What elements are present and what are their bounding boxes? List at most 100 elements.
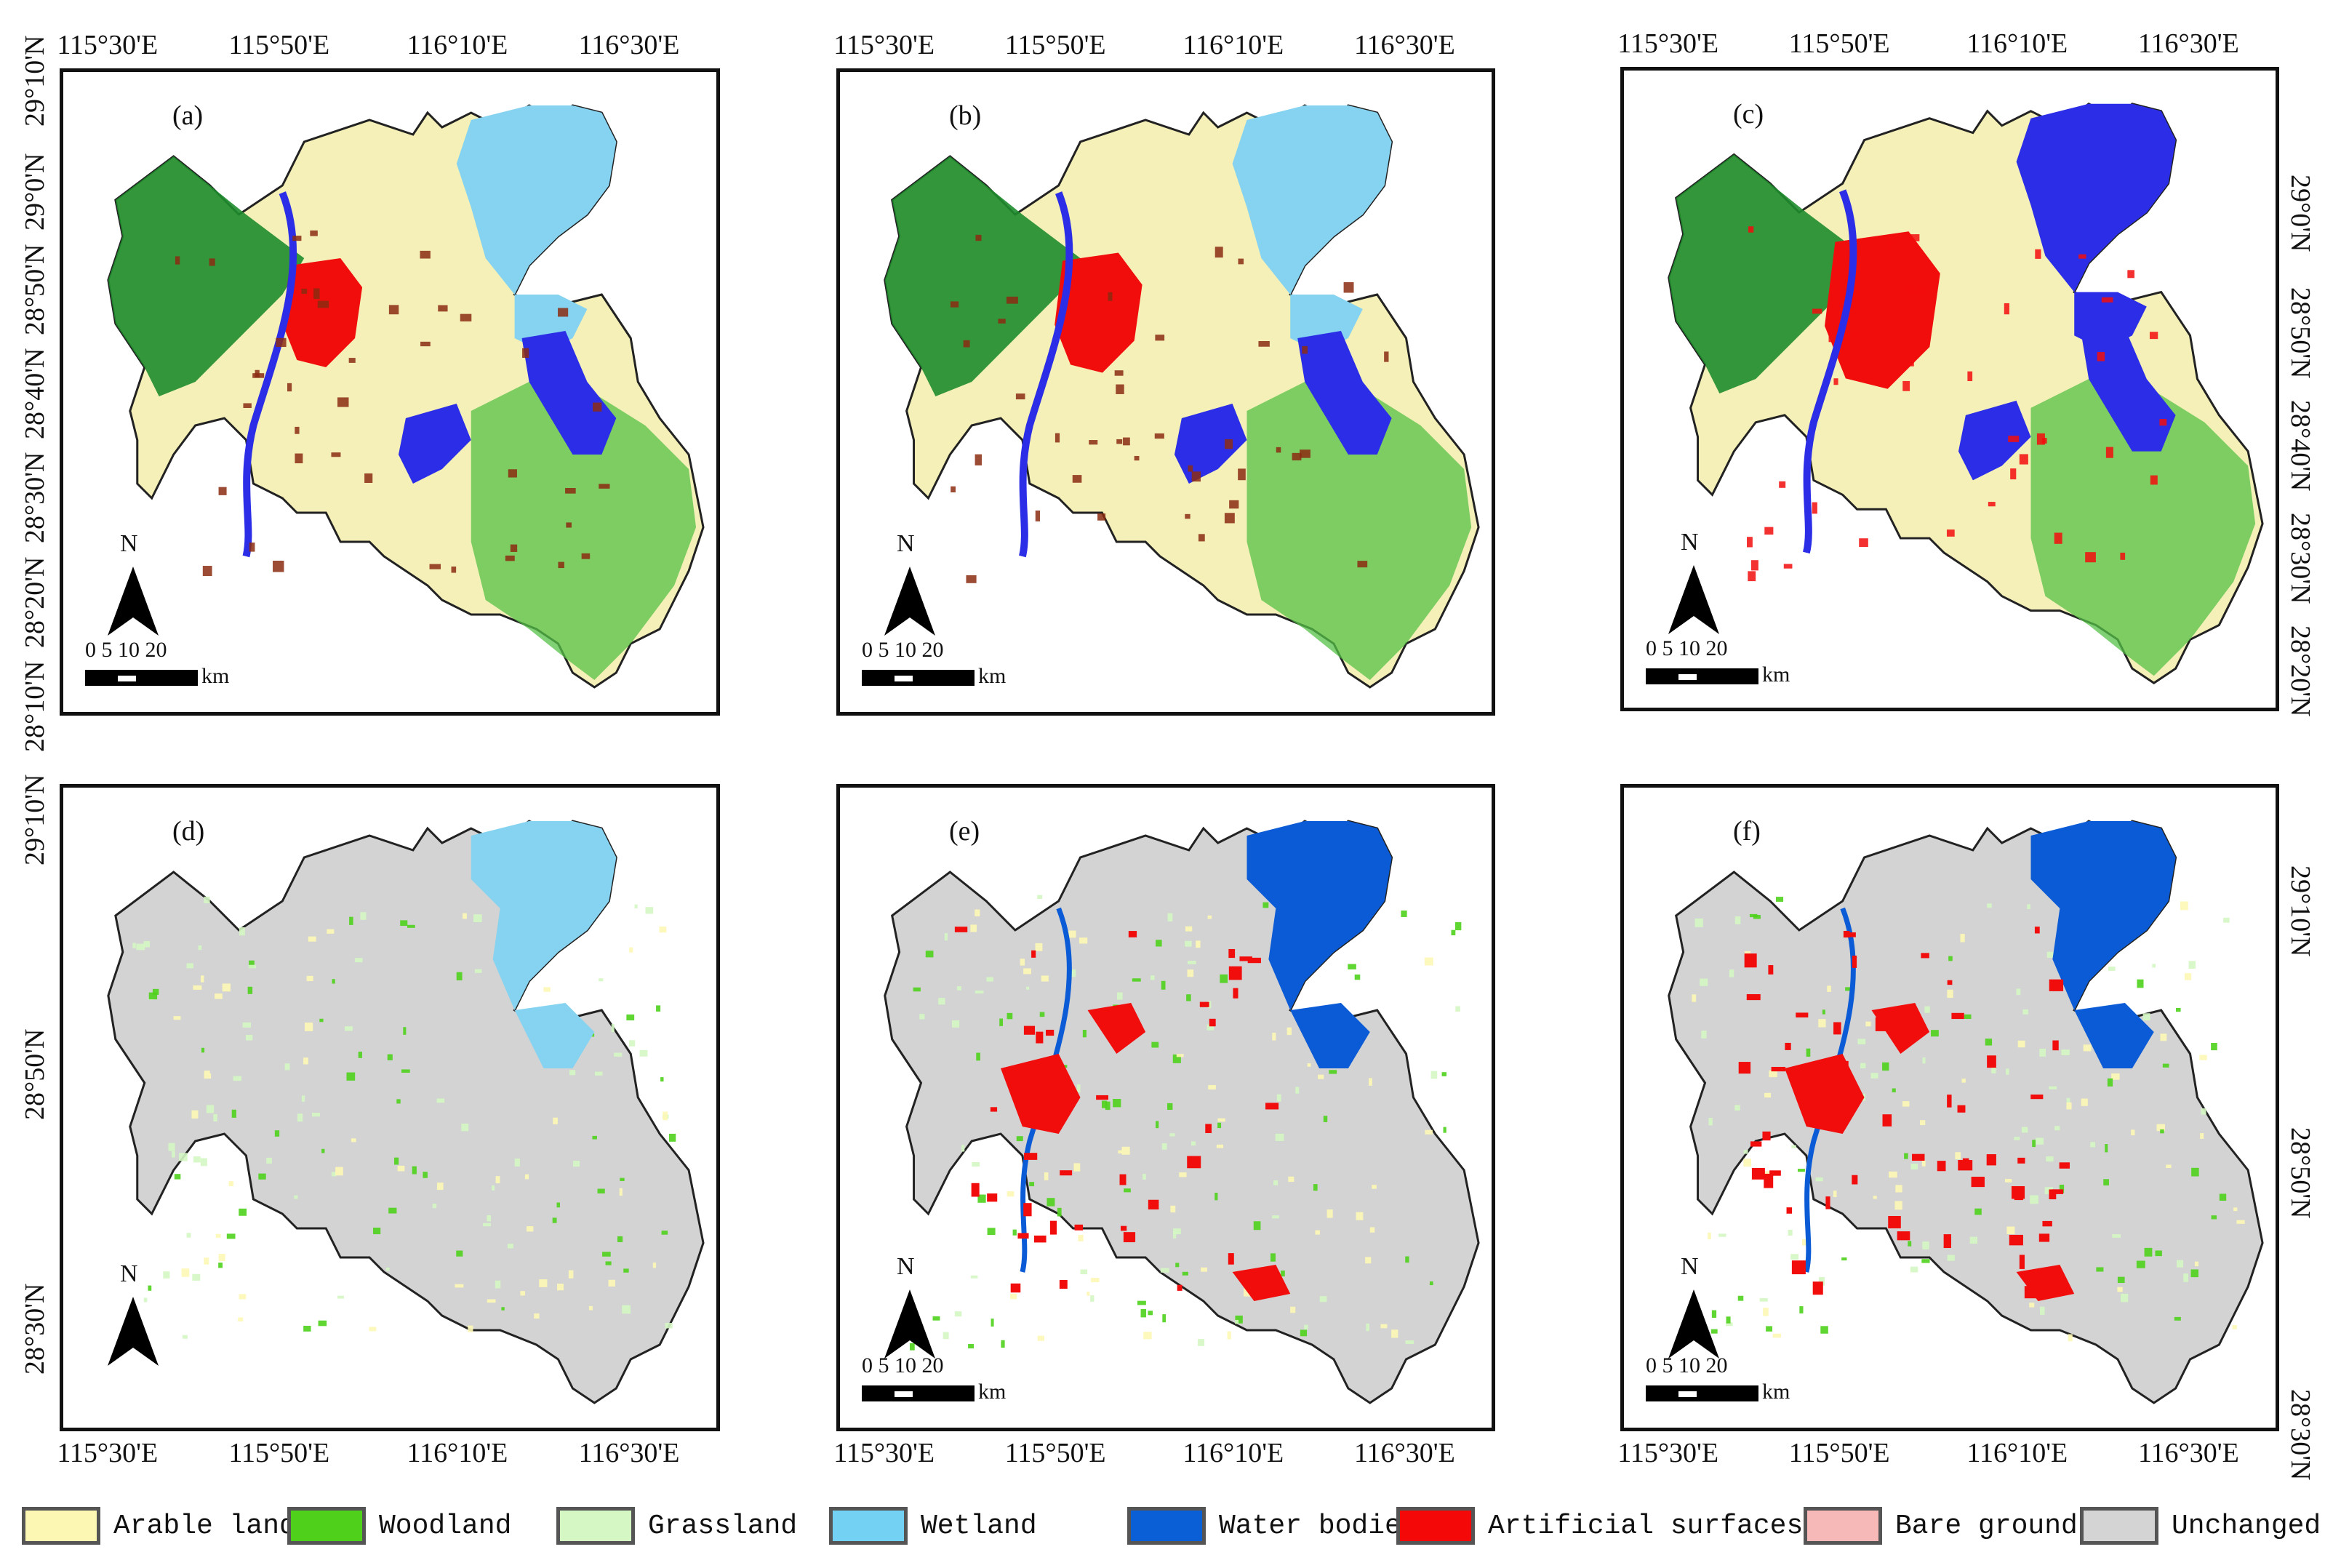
- longitude-label: 116°30'E: [1353, 30, 1455, 60]
- change-ne: [471, 821, 617, 1010]
- north-arrow-icon: [884, 567, 935, 636]
- panel-label: (c): [1733, 99, 1764, 129]
- lake-ne: [456, 105, 617, 295]
- longitude-label: 116°10'E: [1966, 28, 2068, 59]
- lake-ne: [2016, 103, 2176, 292]
- longitude-label: 115°30'E: [57, 30, 159, 60]
- latitude-label: 29°10'N: [2285, 865, 2316, 957]
- latitude-label: 28°30'N: [2285, 1389, 2316, 1481]
- legend-label: Woodland: [379, 1510, 512, 1542]
- latitude-label: 28°50'N: [20, 1028, 50, 1121]
- longitude-label: 116°10'E: [1182, 1438, 1284, 1468]
- map-panel-a: (a) N 0 5 10 20 km: [60, 68, 720, 716]
- change-ne: [1246, 821, 1392, 1010]
- lake-east: [1297, 331, 1392, 455]
- panel-label: (a): [172, 100, 204, 131]
- scale-bar: [862, 670, 975, 686]
- scale-bar: [1646, 1385, 1758, 1401]
- longitude-label: 116°30'E: [578, 30, 680, 60]
- scale-ticks: 0 5 10 20: [1646, 636, 1728, 660]
- map-canvas: [107, 820, 705, 1404]
- change-east: [1290, 1003, 1370, 1068]
- legend-swatch: [287, 1507, 366, 1545]
- woodland-zone: [108, 156, 305, 396]
- north-label: N: [897, 1253, 915, 1280]
- latitude-label: 28°20'N: [2285, 625, 2316, 717]
- north-label: N: [897, 530, 915, 557]
- longitude-label: 115°30'E: [57, 1438, 159, 1468]
- city-area: [1055, 252, 1143, 373]
- legend-item: Grassland: [556, 1503, 797, 1549]
- longitude-label: 116°30'E: [2137, 28, 2239, 59]
- latitude-label: 28°20'N: [20, 556, 50, 648]
- longitude-label: 115°50'E: [228, 1438, 330, 1468]
- legend-label: Unchanged: [2172, 1510, 2321, 1542]
- panel-label: (b): [949, 100, 982, 131]
- longitude-label: 115°50'E: [1788, 1438, 1890, 1468]
- artificial-patch: [2016, 1265, 2075, 1301]
- map-group: [107, 820, 705, 1404]
- map-panel-f: (f) N 0 5 10 20 km: [1620, 784, 2279, 1431]
- longitude-label: 116°10'E: [1966, 1438, 2068, 1468]
- artificial-patch: [1001, 1054, 1081, 1134]
- longitude-label: 115°50'E: [1004, 1438, 1106, 1468]
- green-se: [471, 382, 697, 680]
- legend-label: Grassland: [648, 1510, 798, 1542]
- north-label: N: [120, 1260, 138, 1287]
- woodland-zone: [884, 156, 1081, 396]
- panel-label: (d): [172, 816, 205, 847]
- longitude-label: 116°30'E: [578, 1438, 680, 1468]
- longitude-label: 115°50'E: [1788, 28, 1890, 59]
- latitude-label: 28°30'N: [2285, 513, 2316, 604]
- map-group: [884, 820, 1480, 1404]
- north-arrow-icon: [884, 1289, 935, 1359]
- lake-east: [521, 331, 617, 455]
- scale-ticks: 0 5 10 20: [862, 638, 944, 662]
- change-east: [2074, 1003, 2154, 1068]
- artificial-patch: [1232, 1265, 1291, 1301]
- map-canvas: [107, 104, 705, 689]
- legend: Arable land Woodland Grassland Wetland Water…: [22, 1497, 2321, 1555]
- latitude-label: 29°0'N: [20, 153, 50, 231]
- latitude-label: 29°0'N: [2285, 175, 2316, 252]
- lake-south: [1958, 400, 2031, 481]
- scale-bar: [1646, 668, 1758, 684]
- legend-label: Arable land: [113, 1510, 296, 1542]
- legend-item: Arable land: [22, 1503, 296, 1549]
- green-se: [2030, 379, 2256, 676]
- lake-east: [2081, 328, 2176, 452]
- legend-swatch: [2080, 1507, 2158, 1545]
- north-arrow-icon: [1668, 565, 1719, 634]
- river-main: [1803, 189, 1857, 554]
- legend-swatch: [1804, 1507, 1882, 1545]
- latitude-label: 28°40'N: [2285, 400, 2316, 492]
- north-label: N: [1681, 529, 1699, 556]
- legend-swatch: [1127, 1507, 1206, 1545]
- longitude-label: 116°30'E: [2137, 1438, 2239, 1468]
- legend-label: Bare ground: [1895, 1510, 2078, 1542]
- legend-item: Bare ground: [1804, 1503, 2078, 1549]
- longitude-label: 115°30'E: [833, 1438, 935, 1468]
- change-east: [514, 1003, 595, 1068]
- legend-swatch: [22, 1507, 100, 1545]
- scale-ticks: 0 5 10 20: [85, 638, 167, 662]
- river-main: [242, 191, 297, 558]
- region-outline: [1668, 820, 2264, 1404]
- latitude-label: 29°10'N: [20, 35, 50, 127]
- scale-unit: km: [978, 664, 1007, 688]
- map-panel-c: (c) N 0 5 10 20 km: [1620, 67, 2279, 711]
- longitude-label: 115°50'E: [1004, 30, 1106, 60]
- latitude-label: 28°50'N: [20, 244, 50, 335]
- longitude-label: 115°50'E: [228, 30, 330, 60]
- scale-unit: km: [1762, 663, 1790, 687]
- panel-label: (e): [949, 816, 980, 847]
- north-label: N: [120, 530, 138, 557]
- latitude-label: 29°10'N: [20, 774, 50, 866]
- legend-label: Artificial surfaces: [1488, 1510, 1804, 1542]
- legend-item: Unchanged: [2080, 1503, 2321, 1549]
- map-group: [107, 104, 705, 689]
- lake-south: [1174, 404, 1247, 484]
- north-label: N: [1681, 1253, 1699, 1280]
- map-group: [1668, 820, 2264, 1404]
- woodland-zone: [1668, 154, 1865, 393]
